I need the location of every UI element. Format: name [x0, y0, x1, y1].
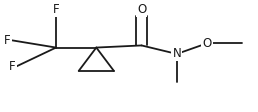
Text: F: F [9, 60, 16, 73]
Text: F: F [53, 3, 59, 16]
Text: O: O [137, 3, 146, 16]
Text: O: O [202, 37, 212, 50]
Text: F: F [4, 34, 11, 47]
Text: F: F [9, 60, 16, 73]
Text: N: N [172, 47, 181, 60]
Text: F: F [4, 34, 11, 47]
Text: N: N [172, 47, 181, 60]
Text: F: F [53, 3, 59, 16]
Text: O: O [202, 37, 212, 50]
Text: O: O [137, 3, 146, 16]
